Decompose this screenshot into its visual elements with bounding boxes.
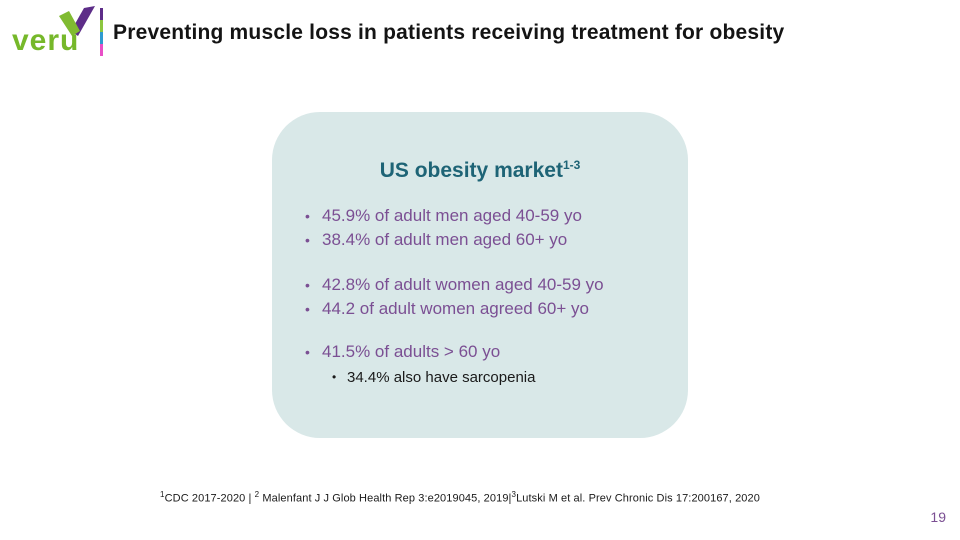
footnote-sup-2: 2 xyxy=(254,490,260,499)
list-item: 38.4% of adult men aged 60+ yo xyxy=(303,228,678,252)
footnote: 1CDC 2017-2020 | 2 Malenfant J J Glob He… xyxy=(0,490,920,505)
obesity-market-card: US obesity market1-3 45.9% of adult men … xyxy=(272,112,688,438)
divider-segment-green xyxy=(100,20,103,32)
veru-wordmark: veru xyxy=(12,24,80,57)
footnote-ref-2: Malenfant J J Glob Health Rep 3:e2019045… xyxy=(259,492,512,505)
divider-segment-pink xyxy=(100,44,103,56)
card-heading-superscript: 1-3 xyxy=(562,158,581,172)
list-item: 34.4% also have sarcopenia xyxy=(330,367,678,388)
bullet-group-adults: 41.5% of adults > 60 yo xyxy=(303,340,678,364)
footnote-sup-1: 1 xyxy=(160,490,165,499)
footnote-sup-3: 3 xyxy=(511,490,517,499)
page-number: 19 xyxy=(930,509,946,525)
footnote-ref-1: CDC 2017-2020 | xyxy=(164,492,255,505)
list-item: 42.8% of adult women aged 40-59 yo xyxy=(303,273,678,297)
sub-bullet-group: 34.4% also have sarcopenia xyxy=(330,367,678,388)
list-item: 45.9% of adult men aged 40-59 yo xyxy=(303,204,678,228)
veru-checkmark-icon xyxy=(59,6,95,36)
card-heading-text: US obesity market xyxy=(379,159,563,182)
list-item: 44.2 of adult women agreed 60+ yo xyxy=(303,297,678,321)
list-item: 41.5% of adults > 60 yo xyxy=(303,340,678,364)
veru-logo: veru xyxy=(12,6,104,58)
slide-title: Preventing muscle loss in patients recei… xyxy=(113,21,785,44)
card-heading: US obesity market1-3 xyxy=(272,158,688,183)
logo-divider xyxy=(100,8,103,56)
footnote-ref-3: Lutski M et al. Prev Chronic Dis 17:2001… xyxy=(516,492,760,505)
divider-segment-purple xyxy=(100,8,103,20)
bullet-group-men: 45.9% of adult men aged 40-59 yo 38.4% o… xyxy=(303,204,678,252)
bullet-group-women: 42.8% of adult women aged 40-59 yo 44.2 … xyxy=(303,273,678,321)
divider-segment-blue xyxy=(100,32,103,44)
